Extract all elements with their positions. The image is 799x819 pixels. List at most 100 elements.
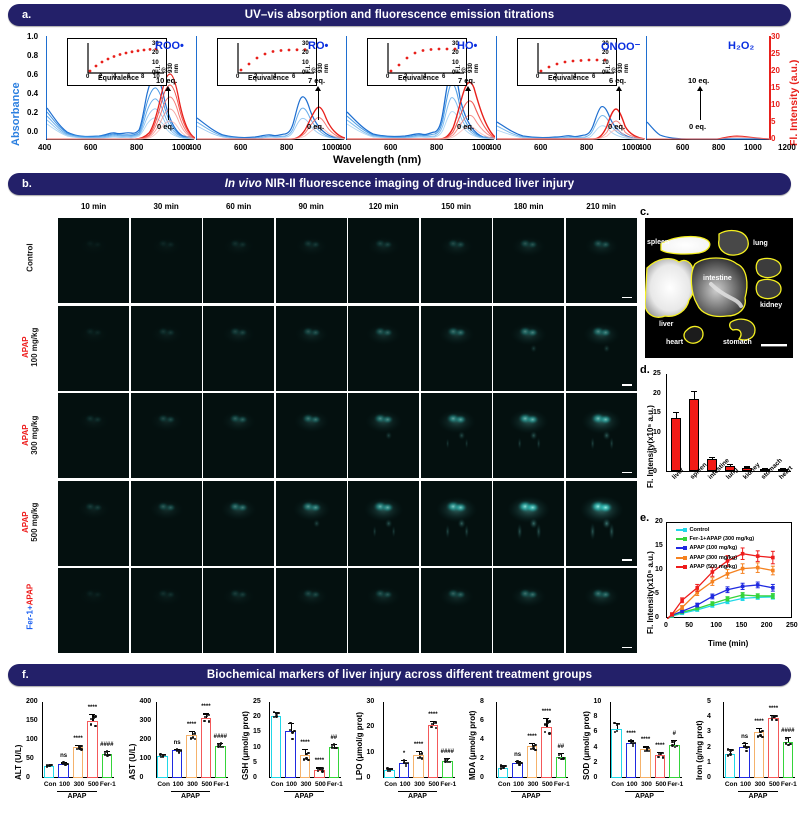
- nirii-image-r2-c1[interactable]: [130, 393, 202, 478]
- panel-f-f_iron-ytick-5: 5: [707, 698, 711, 705]
- nirii-image-r3-c7[interactable]: [565, 480, 637, 566]
- nirii-image-r3-c3[interactable]: [275, 480, 347, 566]
- datapoint-f_iron-Con-0: [726, 748, 730, 751]
- nirii-image-r4-c7[interactable]: [565, 568, 637, 653]
- panel-f-ylabel-f_lpo: LPO (μmol/g prot): [354, 712, 364, 780]
- bar-f_alt-Fer-1: [101, 753, 113, 778]
- nirii-image-r0-c2[interactable]: [203, 218, 275, 303]
- datapoint-f_ast-300-0: [191, 736, 195, 739]
- datapoint-f_iron-500-4: [771, 715, 774, 719]
- group-bracket-f_mda: [511, 791, 551, 793]
- panel-f-f_sod-ytick-2: 2: [593, 758, 598, 766]
- panel-e-ylabel: Fl. Intensity(x10⁵ a.u.): [646, 551, 655, 634]
- datapoint-f_mda-Con-2: [504, 764, 507, 768]
- significance-f_gsh-Fer-1: ##: [330, 734, 338, 741]
- nirii-image-r1-c0[interactable]: [58, 305, 130, 391]
- panel-a-xt-800c: 800: [430, 143, 444, 152]
- nirii-image-r0-c5[interactable]: [420, 218, 492, 303]
- nirii-image-r2-c2[interactable]: [203, 393, 275, 478]
- row-label-2-line1: APAP: [20, 423, 30, 446]
- datapoint-f_sod-Fer-1-3: [671, 740, 674, 743]
- inset-ho-xt-4: 4: [423, 74, 427, 80]
- datapoint-f_mda-Con-4: [502, 765, 505, 768]
- nirii-image-r4-c4[interactable]: [348, 568, 420, 653]
- xtick-f_mda-500: 500: [541, 781, 553, 788]
- spectra-curves-h2o2: [647, 121, 770, 140]
- nirii-image-r4-c2[interactable]: [203, 568, 275, 653]
- nirii-image-r1-c5[interactable]: [420, 305, 492, 391]
- nirii-image-r3-c1[interactable]: [130, 480, 202, 566]
- panel-e-xtick-250: 250: [786, 622, 798, 629]
- nirii-image-r3-c5[interactable]: [420, 480, 492, 566]
- xtick-f_lpo-300: 300: [414, 781, 425, 788]
- nirii-image-r2-c7[interactable]: [565, 393, 637, 478]
- section-title-a: UV–vis absorption and fluorescence emiss…: [244, 9, 555, 21]
- section-title-b-rest: NIR-II fluorescence imaging of drug-indu…: [261, 178, 575, 190]
- nirii-image-r0-c4[interactable]: [348, 218, 420, 303]
- panel-d-ytick-20: 20: [653, 389, 661, 397]
- fluorescence-overlay: [203, 305, 275, 391]
- legend-item-1[interactable]: Fer-1+APAP (300 mg/kg): [676, 536, 754, 542]
- nirii-image-r0-c1[interactable]: [130, 218, 202, 303]
- nirii-image-r4-c5[interactable]: [420, 568, 492, 653]
- organ-label-spleen: spleen: [647, 239, 670, 246]
- nirii-image-r0-c7[interactable]: [565, 218, 637, 303]
- nirii-image-r1-c4[interactable]: [348, 305, 420, 391]
- nirii-image-r2-c5[interactable]: [420, 393, 492, 478]
- datapoint-f_sod-Con-3: [613, 730, 616, 734]
- organ-label-kidney: kidney: [760, 302, 783, 309]
- datapoint-f_ast-300-1: [193, 732, 197, 735]
- errcap-f_ast-500: [202, 713, 209, 715]
- legend-item-2[interactable]: APAP (100 mg/kg): [676, 545, 737, 551]
- nirii-image-r0-c3[interactable]: [275, 218, 347, 303]
- datapoint-f_gsh-300-2: [303, 758, 306, 761]
- organ-errorcap-liver: [672, 411, 679, 413]
- nirii-image-r2-c3[interactable]: [275, 393, 347, 478]
- panel-a-xt-1000d: 1000: [622, 143, 640, 152]
- nirii-image-r2-c0[interactable]: [58, 393, 130, 478]
- nirii-image-r3-c0[interactable]: [58, 480, 130, 566]
- nirii-image-r1-c6[interactable]: [493, 305, 565, 391]
- nirii-image-r4-c0[interactable]: [58, 568, 130, 653]
- fluorescence-overlay: [565, 218, 637, 303]
- nirii-image-r0-c6[interactable]: [493, 218, 565, 303]
- nirii-image-r4-c3[interactable]: [275, 568, 347, 653]
- significance-f_mda-500: ****: [541, 709, 552, 716]
- nirii-image-r2-c6[interactable]: [493, 393, 565, 478]
- datapoint-f_gsh-300-0: [305, 757, 308, 760]
- datapoint-f_lpo-Con-3: [386, 770, 389, 773]
- nirii-image-r3-c6[interactable]: [493, 480, 565, 566]
- group-label-f_mda: APAP: [521, 793, 541, 800]
- titration-arrow-ho: [465, 86, 471, 120]
- datapoint-f_gsh-500-3: [321, 770, 324, 773]
- datapoint-f_ast-Fer-1-3: [217, 742, 220, 746]
- panel-e-ytick-15: 15: [655, 542, 663, 549]
- nirii-image-r4-c6[interactable]: [493, 568, 565, 653]
- nirii-image-r1-c2[interactable]: [203, 305, 275, 391]
- nirii-image-r3-c2[interactable]: [203, 480, 275, 566]
- bar-f_gsh-500: [314, 769, 325, 778]
- fluorescence-overlay: [565, 393, 637, 478]
- datapoint-f_iron-Fer-1-4: [787, 743, 790, 747]
- xtick-f_iron-300: 300: [754, 781, 766, 788]
- inset-roo-curve: [87, 43, 164, 74]
- nirii-image-r2-c4[interactable]: [348, 393, 420, 478]
- fluorescence-overlay: [203, 568, 275, 653]
- nirii-image-r0-c0[interactable]: [58, 218, 130, 303]
- legend-item-0[interactable]: Control: [676, 527, 709, 533]
- inset-onoo-xlabel: Equivalence: [548, 75, 589, 82]
- legend-item-3[interactable]: APAP (300 mg/kg): [676, 555, 737, 561]
- nirii-image-r1-c1[interactable]: [130, 305, 202, 391]
- datapoint-f_alt-300-2: [76, 747, 79, 751]
- nirii-image-r3-c4[interactable]: [348, 480, 420, 566]
- datapoint-f_iron-Con-1: [729, 753, 732, 756]
- nirii-image-r1-c3[interactable]: [275, 305, 347, 391]
- errcap-f_lpo-500: [429, 721, 436, 723]
- panel-f-f_mda-ytick-6: 6: [480, 717, 484, 724]
- nirii-image-r4-c1[interactable]: [130, 568, 202, 653]
- datapoint-f_iron-Fer-1-0: [784, 742, 788, 745]
- legend-item-4[interactable]: APAP (500 mg/kg): [676, 564, 737, 570]
- datapoint-f_lpo-500-2: [432, 722, 436, 725]
- nirii-image-r1-c7[interactable]: [565, 305, 637, 391]
- inset-roo-xt-0: 0: [86, 74, 90, 80]
